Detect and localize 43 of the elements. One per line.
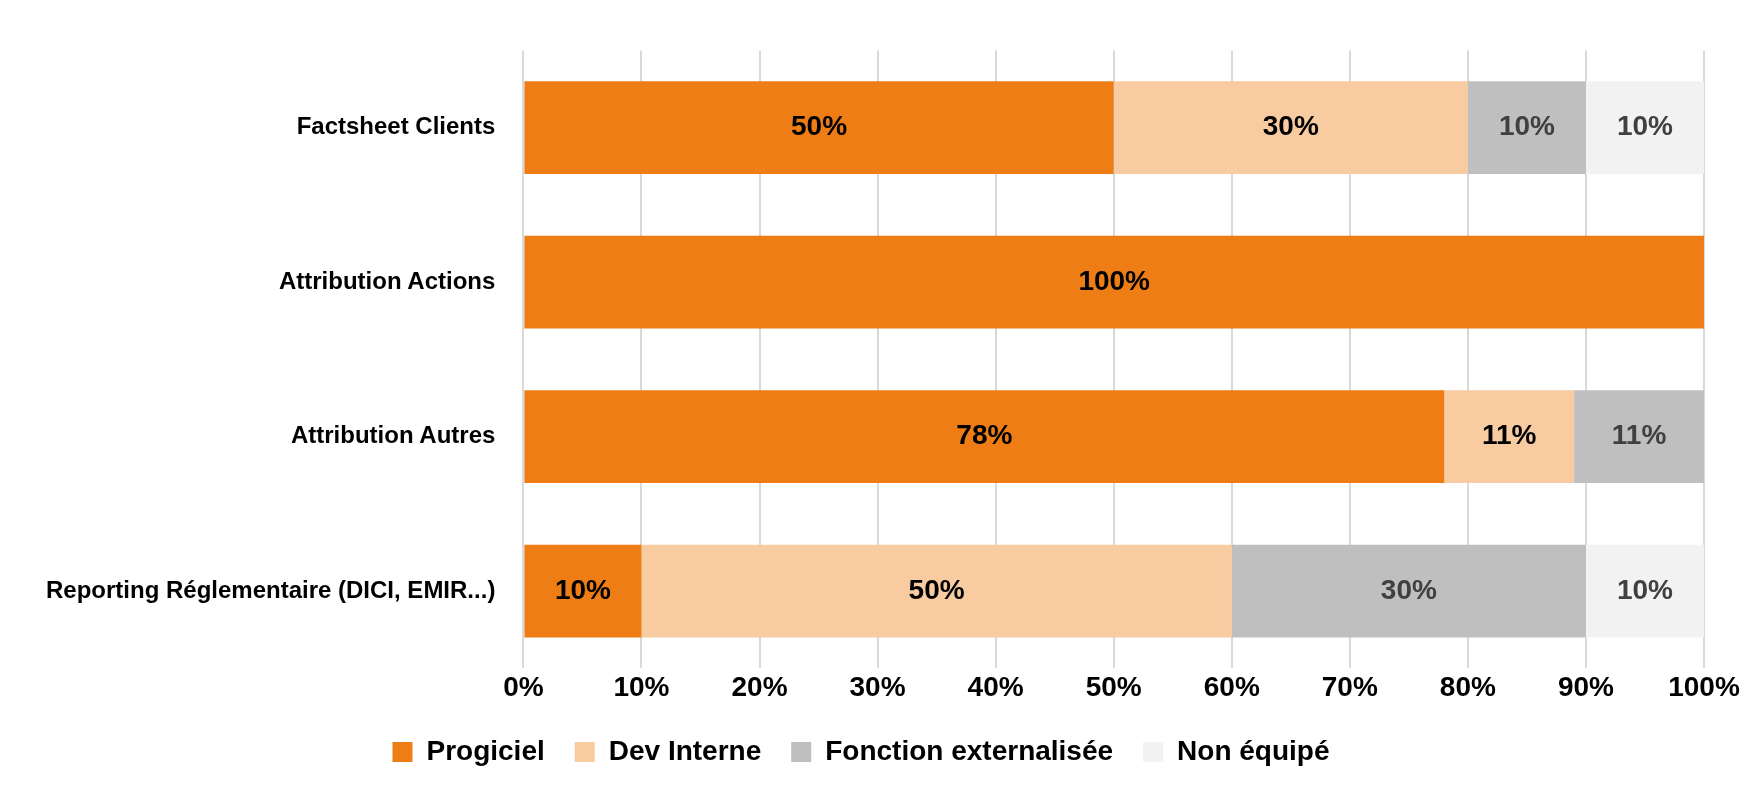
data-label: 10% <box>554 573 612 605</box>
x-tick-label: 80% <box>1439 670 1496 702</box>
legend-label: Non équipé <box>1177 734 1330 766</box>
x-tick-label: 100% <box>1668 670 1740 702</box>
data-label: 50% <box>791 110 848 142</box>
data-label: 50% <box>908 573 965 605</box>
data-label: 10% <box>1498 110 1556 142</box>
bar <box>1231 544 1586 638</box>
bar <box>524 235 1704 329</box>
x-tick-label: 30% <box>849 670 906 702</box>
x-tick-label: 60% <box>1203 670 1260 702</box>
data-label: 30% <box>1380 573 1437 605</box>
x-tick-label: 70% <box>1321 670 1378 702</box>
data-label: 10% <box>1616 573 1674 605</box>
bar <box>524 390 1445 483</box>
bar <box>641 544 1232 638</box>
bar <box>1585 81 1704 174</box>
x-tick-label: 20% <box>731 670 788 702</box>
data-label: 30% <box>1262 110 1319 142</box>
legend-label: Fonction externalisée <box>825 734 1114 766</box>
data-label: 11% <box>1481 419 1537 451</box>
legend-label: Dev Interne <box>608 734 762 766</box>
bar <box>1113 81 1468 174</box>
y-tick-label: Factsheet Clients <box>296 112 496 140</box>
bar <box>524 81 1114 174</box>
data-label: 10% <box>1616 110 1674 142</box>
data-label: 11% <box>1611 419 1667 451</box>
bar <box>1444 390 1575 483</box>
x-tick-label: 90% <box>1557 670 1615 702</box>
y-tick-label: Attribution Actions <box>278 266 496 294</box>
x-tick-label: 0% <box>503 670 544 702</box>
bar <box>1467 81 1586 174</box>
x-tick-label: 10% <box>613 670 670 702</box>
x-tick-label: 50% <box>1085 670 1142 702</box>
x-tick-label: 40% <box>967 670 1024 702</box>
y-tick-label: Reporting Réglementaire (DICI, EMIR...) <box>45 575 496 603</box>
bar <box>1574 390 1704 483</box>
data-label: 78% <box>956 419 1013 451</box>
bar <box>524 544 642 638</box>
data-label: 100% <box>1078 264 1151 296</box>
bar <box>1585 544 1704 638</box>
legend-label: Progiciel <box>426 734 545 766</box>
y-tick-label: Attribution Autres <box>290 421 496 449</box>
